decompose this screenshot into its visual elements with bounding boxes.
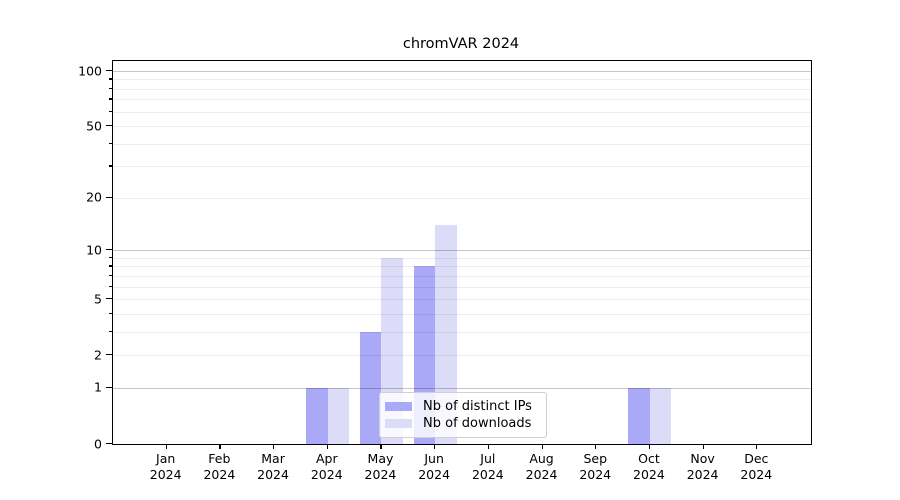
- x-tick: [702, 444, 704, 449]
- y-tick-label: 5: [94, 291, 102, 307]
- x-tick: [273, 444, 275, 449]
- y-minor-tick: [108, 265, 112, 267]
- minor-gridline: [113, 166, 811, 168]
- minor-gridline: [113, 355, 811, 357]
- x-tick-label: Jun 2024: [418, 451, 451, 482]
- minor-gridline: [113, 111, 811, 113]
- y-minor-tick: [108, 256, 112, 259]
- x-tick-label: Sep 2024: [579, 451, 612, 482]
- legend-label: Nb of downloads: [423, 416, 532, 431]
- x-tick: [219, 444, 221, 449]
- minor-gridline: [113, 88, 811, 90]
- x-tick: [434, 444, 436, 449]
- x-tick: [756, 444, 758, 449]
- legend: Nb of distinct IPs Nb of downloads: [379, 392, 547, 438]
- y-tick-label: 50: [86, 118, 102, 134]
- minor-gridline: [113, 313, 811, 315]
- y-minor-tick: [108, 78, 112, 80]
- bar-may-2024-distinct-ips: [359, 331, 382, 444]
- bar-jun-2024-downloads: [435, 225, 457, 444]
- minor-gridline: [113, 331, 811, 333]
- minor-gridline: [113, 299, 811, 301]
- x-tick: [326, 444, 328, 449]
- bar-apr-2024-downloads: [327, 387, 350, 444]
- y-tick-label: 20: [86, 189, 102, 205]
- x-tick: [541, 444, 543, 449]
- y-minor-tick: [108, 298, 112, 300]
- y-minor-tick: [108, 274, 112, 277]
- bar-oct-2024-distinct-ips: [628, 387, 650, 444]
- y-minor-tick: [108, 196, 112, 199]
- x-tick-label: Aug 2024: [525, 451, 558, 482]
- y-minor-tick: [108, 312, 112, 315]
- minor-gridline: [113, 143, 811, 145]
- x-tick-label: Jan 2024: [149, 451, 182, 482]
- minor-gridline: [113, 257, 811, 259]
- legend-label: Nb of distinct IPs: [423, 399, 532, 414]
- x-tick: [595, 444, 597, 449]
- y-minor-tick: [108, 285, 112, 287]
- x-tick: [648, 444, 651, 449]
- y-minor-tick: [108, 98, 112, 100]
- y-tick-label: 2: [94, 347, 102, 363]
- y-tick-label: 1: [94, 379, 102, 395]
- minor-gridline: [113, 266, 811, 268]
- legend-item-distinct-ips: Nb of distinct IPs: [385, 399, 538, 414]
- x-tick-label: Feb 2024: [203, 451, 236, 482]
- x-tick: [380, 444, 382, 449]
- minor-gridline: [113, 286, 811, 288]
- major-gridline: [113, 387, 811, 389]
- minor-gridline: [113, 197, 811, 199]
- x-tick: [487, 444, 490, 449]
- bar-oct-2024-downloads: [649, 387, 672, 444]
- minor-gridline: [113, 126, 811, 128]
- x-tick-label: Jul 2024: [471, 451, 504, 482]
- y-minor-tick: [108, 110, 112, 112]
- y-minor-tick: [108, 330, 112, 333]
- y-tick-label: 10: [86, 242, 102, 258]
- x-tick-label: Mar 2024: [257, 451, 289, 482]
- y-tick: [106, 70, 112, 72]
- x-tick-label: Oct 2024: [633, 451, 665, 482]
- x-tick-label: Nov 2024: [686, 451, 719, 482]
- y-tick-label: 0: [94, 436, 102, 451]
- y-tick: [106, 249, 112, 251]
- x-tick-label: Dec 2024: [740, 451, 773, 482]
- legend-item-downloads: Nb of downloads: [385, 416, 538, 431]
- x-tick: [165, 444, 167, 449]
- x-tick-label: Apr 2024: [310, 451, 343, 482]
- y-minor-tick: [108, 142, 112, 145]
- y-tick-label: 100: [78, 63, 102, 78]
- y-minor-tick: [108, 87, 112, 90]
- y-tick: [106, 386, 112, 389]
- minor-gridline: [113, 275, 811, 277]
- bar-apr-2024-distinct-ips: [306, 387, 328, 444]
- major-gridline: [113, 71, 811, 72]
- distinct-ips-swatch-icon: [385, 402, 412, 411]
- minor-gridline: [113, 99, 811, 101]
- chart-title: chromVAR 2024: [402, 36, 520, 52]
- y-minor-tick: [108, 354, 112, 356]
- y-minor-tick: [108, 125, 112, 127]
- plot-area: [112, 60, 812, 445]
- downloads-swatch-icon: [385, 419, 412, 428]
- x-tick-label: May 2024: [364, 451, 397, 482]
- minor-gridline: [113, 79, 811, 81]
- major-gridline: [113, 250, 811, 252]
- y-minor-tick: [108, 165, 112, 167]
- y-tick: [106, 443, 112, 445]
